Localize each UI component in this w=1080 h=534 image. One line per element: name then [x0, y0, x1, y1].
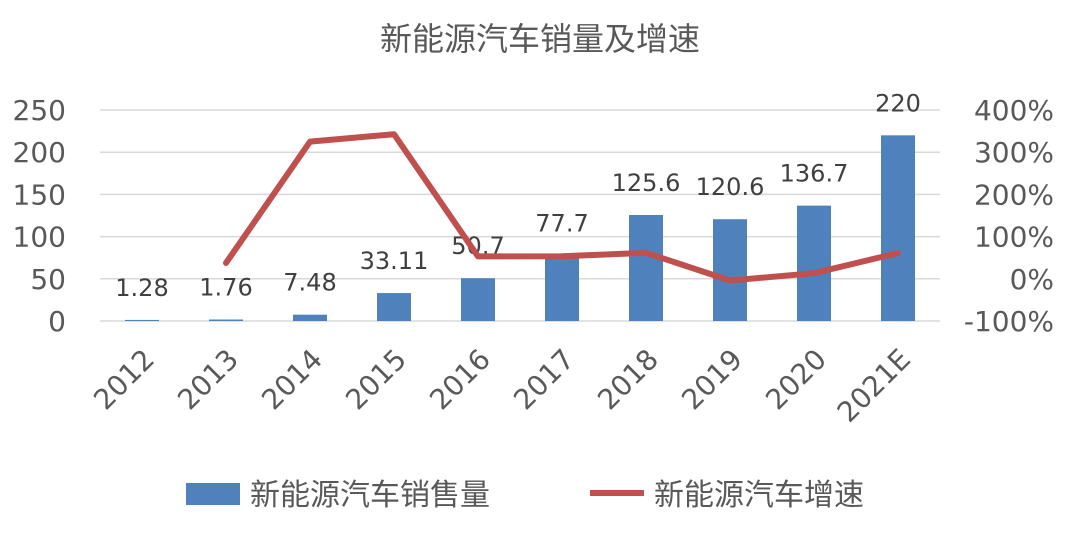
left-axis-tick-label: 250	[13, 94, 66, 127]
x-axis-tick-label: 2021E	[831, 343, 917, 429]
x-axis-tick-label: 2012	[87, 343, 161, 417]
bar-data-label: 77.7	[535, 209, 588, 237]
growth-line	[223, 131, 901, 284]
legend-swatch-sales	[186, 483, 240, 505]
right-axis: -100% 0% 100% 200% 300% 400%	[964, 94, 1054, 338]
bar	[797, 205, 831, 321]
right-axis-tick-label: 0%	[1010, 263, 1054, 296]
bar	[629, 214, 663, 321]
right-axis-tick-label: 300%	[974, 136, 1054, 169]
right-axis-tick-label: -100%	[964, 305, 1054, 338]
bar-data-label: 136.7	[780, 160, 849, 188]
left-axis: 0 50 100 150 200 250	[13, 94, 66, 338]
legend-label-growth: 新能源汽车增速	[654, 478, 864, 513]
x-axis-tick-label: 2018	[591, 343, 665, 417]
bar	[377, 293, 411, 321]
left-axis-tick-label: 100	[13, 221, 66, 254]
x-axis-tick-label: 2020	[759, 343, 833, 417]
right-axis-tick-label: 100%	[974, 221, 1054, 254]
bar	[293, 314, 327, 321]
bar-data-label: 125.6	[612, 169, 681, 197]
bar	[545, 255, 579, 321]
x-axis-tick-label: 2016	[423, 343, 497, 417]
left-axis-tick-label: 0	[48, 305, 66, 338]
bar-data-label: 1.76	[199, 274, 252, 302]
bar-data-label: 7.48	[283, 269, 336, 297]
bar	[881, 135, 915, 321]
legend-label-sales: 新能源汽车销售量	[250, 478, 490, 513]
bar-data-label: 220	[875, 89, 921, 117]
right-axis-tick-label: 200%	[974, 178, 1054, 211]
x-axis-tick-label: 2019	[675, 343, 749, 417]
bar-data-label: 33.11	[360, 247, 429, 275]
right-axis-tick-label: 400%	[974, 94, 1054, 127]
x-axis-tick-label: 2014	[255, 343, 329, 417]
chart-title: 新能源汽车销量及增速	[380, 20, 700, 58]
bar	[713, 219, 747, 321]
left-axis-tick-label: 150	[13, 178, 66, 211]
bar	[461, 278, 495, 321]
x-axis-tick-label: 2013	[171, 343, 245, 417]
bar-data-label: 1.28	[115, 274, 168, 302]
x-axis-tick-label: 2017	[507, 343, 581, 417]
x-axis: 2012 2013 2014 2015 2016 2017 2018 2019 20202021…	[87, 343, 917, 429]
bar	[209, 319, 243, 321]
left-axis-tick-label: 200	[13, 136, 66, 169]
line-series	[223, 131, 901, 284]
bar-series	[125, 135, 915, 321]
bar-data-label: 120.6	[696, 173, 765, 201]
legend: 新能源汽车销售量 新能源汽车增速	[186, 478, 864, 513]
x-axis-tick-label: 2015	[339, 343, 413, 417]
bar	[125, 319, 159, 321]
left-axis-tick-label: 50	[30, 263, 66, 296]
